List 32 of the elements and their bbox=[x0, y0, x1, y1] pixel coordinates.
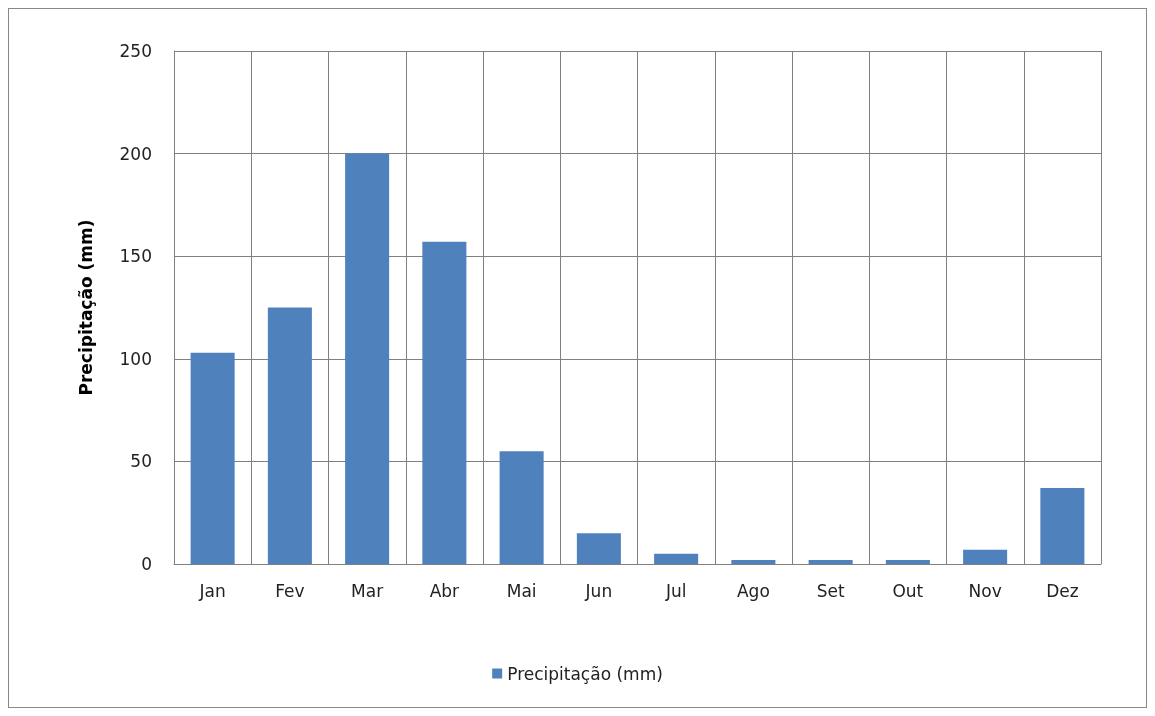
x-tick-label: Jul bbox=[664, 580, 687, 601]
bar bbox=[576, 533, 621, 564]
bar bbox=[654, 553, 699, 564]
bar bbox=[731, 559, 776, 564]
bar bbox=[499, 451, 544, 564]
y-tick-label: 150 bbox=[119, 246, 152, 267]
x-tick-label: Mai bbox=[506, 580, 537, 601]
x-tick-label: Jan bbox=[198, 580, 226, 601]
bar bbox=[190, 352, 235, 564]
legend-label: Precipitação (mm) bbox=[507, 663, 663, 684]
bar bbox=[1040, 488, 1085, 564]
x-tick-label: Fev bbox=[275, 580, 305, 601]
x-tick-label: Dez bbox=[1046, 580, 1079, 601]
y-axis-title: Precipitação (mm) bbox=[75, 219, 96, 396]
x-tick-label: Nov bbox=[968, 580, 1002, 601]
x-tick-label: Out bbox=[892, 580, 924, 601]
bar bbox=[345, 153, 390, 564]
y-tick-label: 50 bbox=[130, 451, 152, 472]
x-tick-label: Set bbox=[816, 580, 845, 601]
bar bbox=[422, 241, 467, 564]
y-tick-label: 0 bbox=[141, 554, 152, 574]
x-tick-label: Abr bbox=[429, 580, 460, 601]
x-tick-label: Ago bbox=[736, 580, 770, 601]
y-tick-label: 250 bbox=[119, 41, 152, 61]
bar bbox=[963, 549, 1008, 564]
x-tick-label: Mar bbox=[351, 580, 384, 601]
x-tick-label: Jun bbox=[584, 580, 613, 601]
y-tick-label: 100 bbox=[119, 348, 152, 369]
bar bbox=[885, 559, 930, 564]
bar bbox=[267, 307, 312, 564]
y-tick-label: 200 bbox=[119, 143, 152, 164]
bar bbox=[808, 559, 853, 564]
